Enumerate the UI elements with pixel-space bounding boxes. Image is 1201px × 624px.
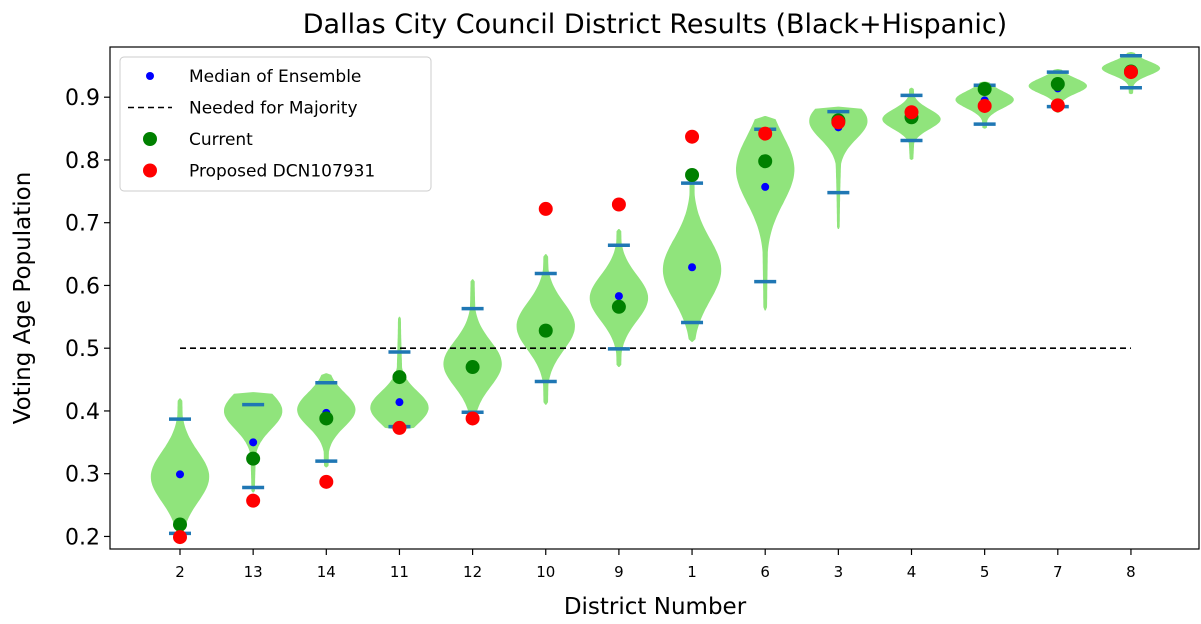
x-tick-label: 1 [687,563,697,581]
current-point-district-5 [977,82,992,97]
median-point-district-1 [688,263,697,272]
whiskers-layer [169,54,1142,536]
proposed-point-district-9 [611,197,626,212]
proposed-point-district-11 [392,420,407,435]
proposed-point-district-8 [1123,65,1138,80]
violin-district-1 [662,178,722,342]
median-point-district-11 [395,398,404,407]
legend-box [119,56,432,192]
legend-swatch-proposed-dcn107931 [143,163,157,178]
x-tick-label: 9 [614,563,624,581]
y-tick-label: 0.3 [65,463,100,488]
x-tick-label: 14 [317,563,336,581]
x-tick-label: 2 [175,563,185,581]
violin-district-3 [809,106,868,229]
current-point-district-1 [685,168,700,183]
x-tick-label: 3 [834,563,844,581]
proposed-point-district-10 [538,201,553,216]
median-point-district-2 [176,470,184,479]
violin-district-2 [150,398,210,537]
violin-district-6 [736,116,795,311]
legend: Median of Ensemble Needed for Majority Cur… [119,56,432,192]
proposed-point-district-3 [831,115,846,130]
proposed-point-district-5 [977,98,992,113]
current-point-district-10 [538,323,553,338]
legend-swatch-median-of-ensemble [146,72,154,80]
x-tick-label: 4 [907,563,917,581]
x-tick-label: 7 [1053,563,1063,581]
current-point-district-11 [392,370,407,385]
x-tick-label: 12 [463,563,482,581]
x-axis-label: District Number [564,594,747,620]
proposed-point-district-7 [1050,98,1065,113]
x-tick-label: 11 [390,563,409,581]
legend-label-proposed-dcn107931: Proposed DCN107931 [189,162,375,182]
x-tick-label: 10 [536,563,555,581]
x-tick-label: 8 [1126,563,1136,581]
proposed-point-district-6 [758,126,773,141]
proposed-point-district-14 [319,474,334,489]
legend-label-median-of-ensemble: Median of Ensemble [189,67,361,87]
median-point-district-13 [249,438,258,447]
legend-swatch-current [143,132,157,146]
proposed-point-district-2 [173,530,187,545]
y-tick-label: 0.6 [65,274,100,299]
y-tick-label: 0.4 [65,400,100,425]
y-tick-label: 0.5 [65,337,100,362]
proposed-point-district-1 [685,129,700,144]
x-axis: 2 13 14 11 12 10 9 1 6 3 4 5 7 8 [175,549,1136,581]
chart-title: Dallas City Council District Results (Bl… [303,9,1007,40]
current-point-district-14 [319,411,334,426]
legend-entries: Median of Ensemble Needed for Majority Cur… [128,67,375,182]
x-tick-label: 6 [760,563,770,581]
current-point-district-6 [758,154,773,169]
proposed-point-district-4 [904,105,919,120]
x-tick-label: 5 [980,563,990,581]
current-point-district-12 [465,360,480,375]
y-axis-label: Voting Age Population [10,172,36,425]
y-tick-label: 0.7 [65,212,100,237]
y-tick-label: 0.9 [65,86,100,111]
points-layer [173,64,1138,545]
y-tick-label: 0.8 [65,149,100,174]
median-point-district-9 [614,292,623,301]
y-axis: 0.2 0.3 0.4 0.5 0.6 0.7 0.8 0.9 [65,86,110,550]
current-point-district-13 [246,451,261,466]
median-point-district-6 [761,182,770,191]
current-point-district-2 [173,517,187,532]
y-tick-label: 0.2 [65,525,100,550]
legend-label-current: Current [189,130,253,150]
current-point-district-7 [1050,77,1065,92]
legend-label-needed-for-majority: Needed for Majority [189,99,358,119]
x-tick-label: 13 [244,563,263,581]
current-point-district-9 [611,299,626,314]
proposed-point-district-12 [465,411,480,426]
plot-frame [109,46,1200,550]
proposed-point-district-13 [246,493,261,508]
